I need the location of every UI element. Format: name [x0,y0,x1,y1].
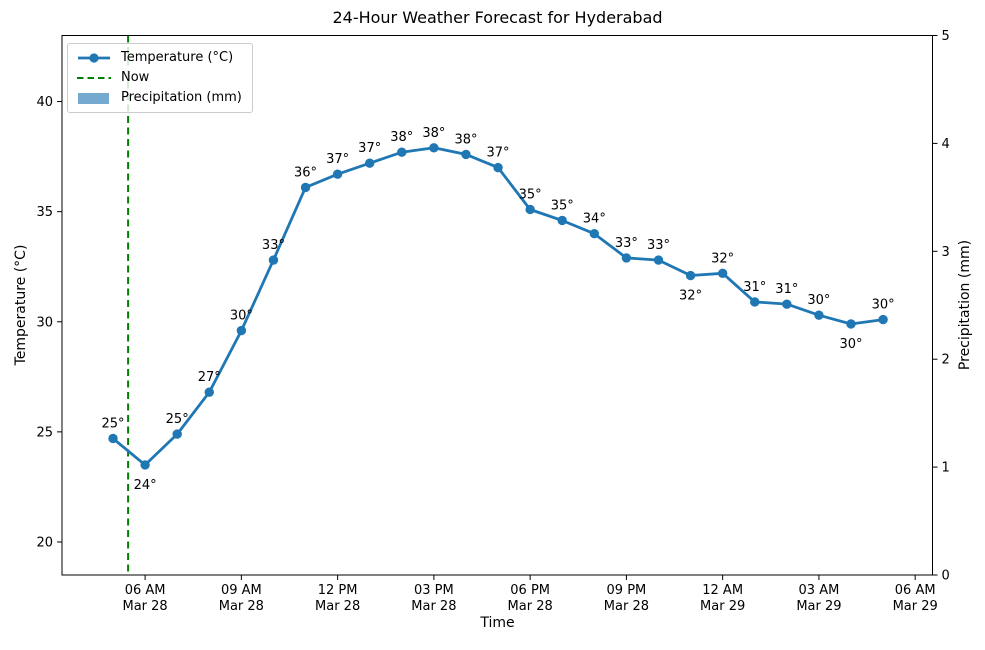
temperature-point-label: 30° [807,293,830,308]
x-tick-time-label: 09 PM [607,583,647,598]
temperature-marker [782,299,792,309]
x-tick-date-label: Mar 29 [796,599,841,614]
temperature-marker [236,325,247,336]
temperature-marker [332,169,343,179]
temperature-point-label: 30° [230,309,253,324]
x-tick-time-label: 03 PM [414,583,454,598]
temperature-point-label: 37° [487,146,510,161]
temperature-point-label: 34° [583,212,606,227]
temperature-point-label: 30° [839,337,862,352]
temperature-marker [717,268,728,279]
temperature-marker [814,310,824,320]
x-tick-time-label: 06 PM [510,583,550,598]
right-tick-label: 5 [942,29,950,44]
temperature-point-label: 36° [294,165,317,180]
temperature-marker [878,314,888,325]
temperature-marker [140,460,150,470]
right-tick-label: 3 [942,245,950,260]
x-tick-date-label: Mar 28 [508,599,553,614]
right-tick-label: 1 [942,461,950,476]
x-axis-label: Time [480,615,515,631]
temperature-marker [621,253,632,263]
temperature-marker [846,319,856,329]
legend-item-precipitation: Precipitation (mm) [75,88,242,107]
temperature-line [111,146,885,467]
precipitation-patch-swatch-icon [78,92,109,104]
temperature-point-label: 24° [134,478,157,493]
x-tick-time-label: 06 AM [125,583,166,598]
legend-label-now: Now [121,70,150,85]
x-tick-time-label: 12 AM [702,583,743,598]
temperature-marker [397,147,407,157]
temperature-marker [429,143,439,153]
x-tick-date-label: Mar 29 [893,599,938,614]
x-tick-time-label: 06 AM [895,583,936,598]
x-tick-time-label: 12 PM [318,583,358,598]
temperature-point-label: 33° [615,236,638,251]
left-tick-label: 25 [36,425,53,440]
y-axis-label-right: Precipitation (mm) [957,239,973,371]
temperature-marker [365,158,375,168]
legend-label-precipitation: Precipitation (mm) [121,90,242,105]
temperature-marker [461,149,471,160]
temperature-marker [557,215,567,226]
x-tick-time-label: 03 AM [799,583,840,598]
temperature-point-label: 38° [422,126,445,141]
legend-item-temperature: Temperature (°C) [75,48,242,67]
x-tick-date-label: Mar 28 [219,599,264,614]
right-tick-label: 2 [942,353,950,368]
temperature-point-label: 32° [711,251,734,266]
left-tick-label: 35 [36,205,53,220]
right-tick-label: 0 [942,569,950,584]
temperature-point-label: 31° [775,282,798,297]
temperature-marker [268,255,279,265]
temperature-marker [653,255,664,265]
temperature-point-label: 37° [358,141,381,156]
temperature-point-label: 25° [166,412,189,427]
left-tick-label: 20 [36,535,53,550]
temperature-marker [300,182,311,193]
temperature-marker [493,162,503,173]
temperature-marker [172,429,182,439]
temperature-marker [685,270,696,281]
temperature-point-label: 33° [262,238,285,253]
x-tick-date-label: Mar 28 [411,599,456,614]
y-axis-label-left: Temperature (°C) [13,244,29,366]
x-tick-date-label: Mar 28 [604,599,649,614]
temperature-marker [750,297,760,307]
chart-title: 24-Hour Weather Forecast for Hyderabad [332,8,663,27]
x-tick-date-label: Mar 28 [315,599,360,614]
left-tick-label: 40 [36,95,53,110]
temperature-point-label: 30° [872,298,895,313]
left-tick-label: 30 [36,315,53,330]
temperature-point-label: 35° [551,198,574,213]
temperature-marker [108,433,118,444]
temperature-marker [204,387,214,397]
now-dashed-line-swatch-icon [77,76,111,79]
x-tick-date-label: Mar 28 [123,599,168,614]
legend-label-temperature: Temperature (°C) [121,50,234,65]
temperature-marker [525,204,535,215]
x-tick-date-label: Mar 29 [700,599,745,614]
legend-item-now: Now [75,68,242,87]
x-tick-time-label: 09 AM [221,583,262,598]
right-tick-label: 4 [942,137,950,152]
plot-frame [61,35,933,576]
temperature-point-label: 32° [679,289,702,304]
temperature-line-swatch-icon [78,52,110,63]
temperature-point-label: 27° [198,370,221,385]
temperature-point-label: 37° [326,152,349,167]
temperature-point-label: 38° [454,132,477,147]
temperature-point-label: 31° [743,280,766,295]
temperature-point-label: 33° [647,238,670,253]
temperature-marker [589,228,600,239]
temperature-point-label: 35° [519,187,542,202]
legend: Temperature (°C) Now Precipitation (mm) [67,43,253,113]
temperature-point-label: 38° [390,130,413,145]
temperature-point-label: 25° [101,416,124,431]
